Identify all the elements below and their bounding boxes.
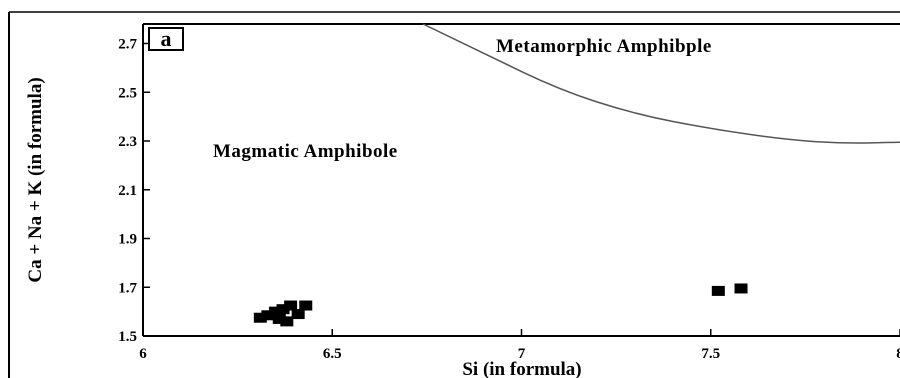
metamorphic-region-label: Metamorphic Amphibple	[496, 36, 712, 57]
data-point	[284, 300, 298, 311]
x-tick-label: 7	[518, 346, 526, 362]
x-axis-ticks: 6 6.5 7 7.5 8	[139, 329, 900, 362]
y-tick-label: 2.7	[118, 37, 137, 53]
y-tick-label: 2.3	[118, 134, 137, 150]
y-axis-ticks: 1.5 1.7 1.9 2.1 2.3 2.5 2.7	[118, 37, 150, 345]
data-point	[711, 285, 725, 296]
magmatic-region-label: Magmatic Amphibole	[213, 141, 398, 162]
data-point	[261, 310, 275, 321]
y-tick-label: 1.7	[118, 280, 137, 296]
y-tick-label: 1.9	[118, 232, 137, 248]
data-point	[280, 316, 294, 327]
data-point	[253, 312, 267, 323]
data-point	[276, 304, 290, 315]
data-point	[268, 306, 282, 317]
data-point	[272, 313, 286, 324]
plot-frame	[8, 11, 900, 378]
y-tick-label: 2.1	[118, 183, 137, 199]
x-tick-label: 6	[139, 346, 147, 362]
panel-label: a	[161, 26, 172, 51]
data-point	[291, 309, 305, 320]
x-tick-label: 6.5	[323, 346, 342, 362]
y-tick-label: 2.5	[118, 85, 137, 101]
y-axis-title: Ca + Na + K (in formula)	[25, 77, 46, 282]
data-point	[734, 283, 748, 294]
data-points	[253, 283, 748, 327]
x-tick-label: 7.5	[701, 346, 720, 362]
panel-label-box: a	[148, 26, 184, 51]
x-tick-label: 8	[896, 346, 900, 362]
x-axis-title: Si (in formula)	[462, 359, 581, 378]
magmatic-metamorphic-boundary-curve	[422, 23, 900, 144]
data-point	[299, 300, 313, 311]
panel-label-frame	[148, 27, 184, 51]
y-tick-label: 1.5	[118, 329, 137, 345]
